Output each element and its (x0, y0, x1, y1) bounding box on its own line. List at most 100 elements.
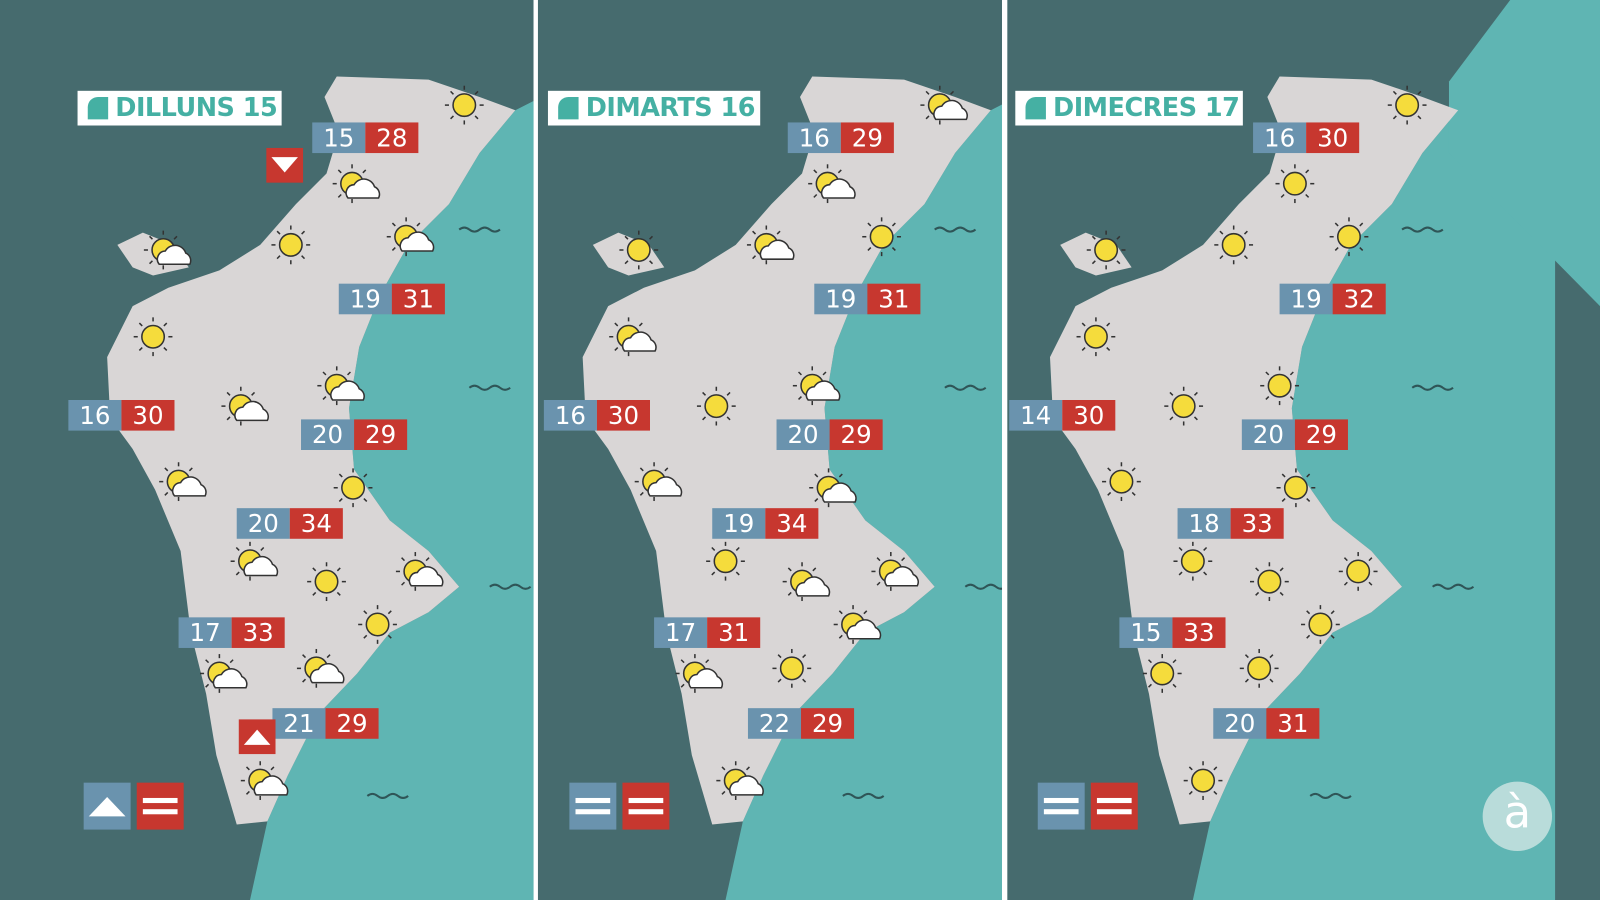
sun-ray (838, 473, 843, 478)
weather-icon (200, 654, 248, 693)
day-label-box (1015, 90, 1243, 126)
sun-ray (163, 347, 168, 351)
max-temp-box (765, 508, 819, 539)
sun-ray (925, 115, 930, 120)
wave-symbol (944, 384, 987, 391)
max-temp-box (354, 419, 408, 450)
min-temp-box (814, 283, 868, 315)
sun-ray (735, 546, 740, 551)
wave-symbol (468, 384, 511, 391)
min-temp-box (178, 617, 232, 648)
sun-ray (1169, 391, 1174, 396)
max-temp-box (231, 617, 285, 648)
min-temp: 19 (825, 284, 856, 313)
sun-ray (777, 654, 782, 659)
cloud (729, 775, 764, 796)
wave-symbol (1309, 792, 1352, 799)
sun-ray (680, 659, 685, 664)
sun-ray (1244, 678, 1249, 683)
weather-icon (230, 541, 279, 581)
sun (1247, 656, 1272, 681)
weather-icon (1164, 386, 1204, 426)
cloud (647, 476, 683, 497)
sun-ray (726, 391, 731, 396)
trend-up (88, 796, 126, 817)
sun-ray (347, 371, 351, 376)
sun-ray (1116, 235, 1121, 240)
min-temp: 22 (759, 709, 790, 738)
trend-equal (1043, 797, 1079, 804)
sun-ray (391, 222, 396, 227)
sun-ray (302, 654, 307, 659)
weather-icon (1276, 468, 1316, 508)
sun-ray (680, 683, 685, 688)
min-temp: 17 (665, 618, 696, 647)
sun (1083, 324, 1108, 349)
sun-ray (1244, 654, 1249, 659)
trend-equal (575, 809, 611, 815)
sun (1395, 93, 1420, 118)
sun-ray (1107, 467, 1112, 472)
min-temp-box (312, 122, 366, 154)
sun-ray (1269, 678, 1274, 683)
sun-ray (1289, 395, 1294, 400)
logo: à (1482, 781, 1553, 852)
sun-ray (745, 766, 750, 771)
sea (725, 104, 1003, 900)
max-temp: 30 (1073, 401, 1104, 430)
max-temp-box (1266, 708, 1320, 739)
sun-ray (624, 235, 629, 240)
sun (1257, 569, 1282, 594)
max-temp-box (1172, 617, 1226, 648)
wave-symbol (964, 583, 1003, 590)
cloud (309, 663, 345, 684)
sun-ray (1368, 557, 1373, 562)
sun-ray (251, 391, 256, 396)
max-temp: 31 (878, 284, 909, 313)
sun-ray (1193, 391, 1198, 396)
max-temp: 28 (376, 123, 407, 152)
max-temp: 29 (852, 123, 883, 152)
sun (1150, 661, 1175, 686)
min-temp-box (776, 419, 830, 450)
sun-ray (1147, 683, 1152, 688)
sun-ray (787, 567, 792, 572)
sun-ray (1343, 581, 1348, 586)
cloud (345, 178, 381, 199)
min-temp-box (68, 400, 122, 431)
sun-ray (711, 571, 716, 576)
sun-ray (149, 235, 153, 240)
sun-ray (235, 546, 240, 551)
min-temp: 16 (79, 401, 110, 430)
min-temp-box (747, 708, 802, 739)
weather-icon (395, 552, 444, 591)
max-temp: 29 (841, 420, 872, 449)
weather-icon (221, 386, 269, 426)
wave-symbol (489, 583, 532, 590)
max-temp: 30 (1317, 123, 1348, 152)
sun-ray (363, 498, 368, 503)
sun-ray (752, 230, 757, 235)
sun-ray (1330, 610, 1335, 615)
sun-ray (1330, 634, 1335, 639)
sun-ray (721, 790, 726, 795)
sun-ray (149, 260, 153, 265)
sun-ray (664, 467, 669, 472)
sun (626, 238, 651, 262)
sun-ray (312, 567, 317, 572)
trend-equal (628, 797, 664, 804)
sea (1448, 0, 1600, 307)
weather-icon (619, 230, 659, 270)
sun-ray (450, 90, 455, 95)
sun-ray (812, 567, 817, 572)
weather-icon (444, 85, 484, 125)
sun-ray (362, 169, 367, 174)
sun-ray (226, 391, 231, 396)
sun (452, 93, 477, 118)
sun-ray (614, 347, 619, 351)
sun-ray (226, 416, 231, 421)
trend-equal (1096, 809, 1132, 815)
weather-icon (696, 386, 736, 426)
sun-ray (245, 790, 250, 795)
